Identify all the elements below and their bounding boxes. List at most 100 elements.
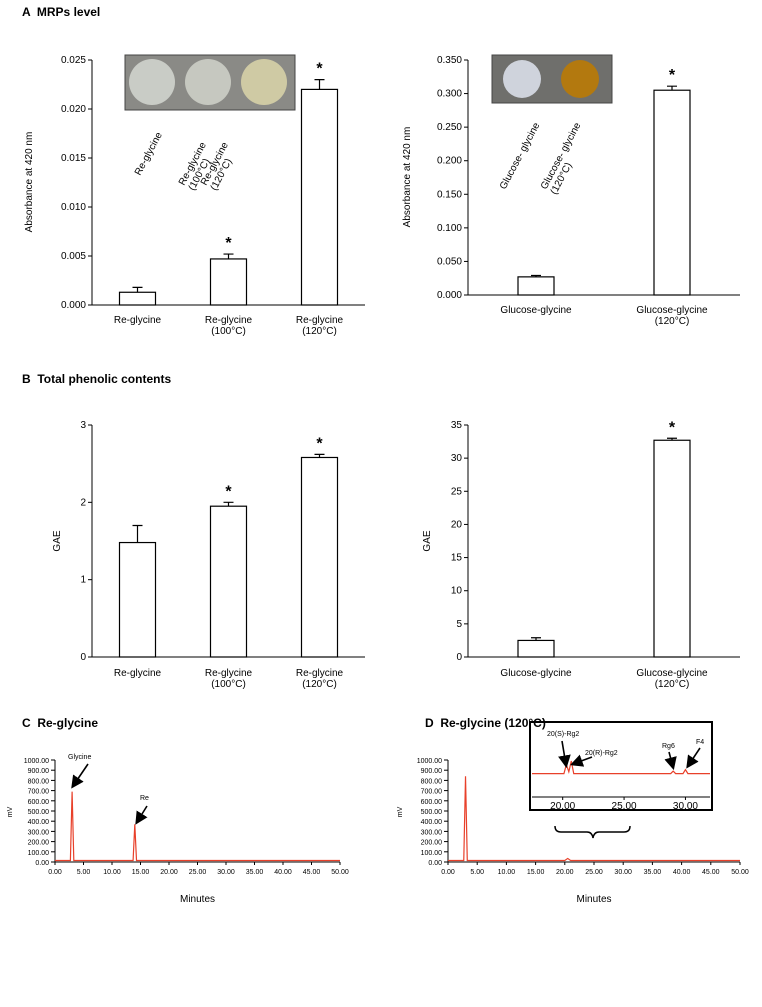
annotation: Re <box>140 795 149 802</box>
arrow <box>135 805 148 825</box>
x-tick-label: Re-glycine (100°C) <box>205 668 253 690</box>
annotation: F4 <box>696 739 704 746</box>
x-tick-label: Re-glycine <box>114 315 162 326</box>
x-tick-label: 30.00 <box>673 801 698 812</box>
x-tick-label: 25.00 <box>585 869 603 876</box>
bar <box>300 88 339 306</box>
chromatogram-line <box>55 791 340 862</box>
y-tick-label: 0.350 <box>437 55 462 66</box>
y-tick-label: 900.00 <box>421 768 443 775</box>
y-tick-label: 300.00 <box>28 829 50 836</box>
y-axis-label: GAE <box>52 530 63 551</box>
x-tick-label: 40.00 <box>274 869 292 876</box>
error-bar <box>314 79 325 90</box>
y-tick-label: 1000.00 <box>24 758 49 765</box>
y-tick-label: 0.005 <box>61 251 86 262</box>
x-tick-label: Re-glycine (100°C) <box>205 315 253 337</box>
y-tick-label: 0.015 <box>61 153 86 164</box>
y-tick-label: 0.00 <box>428 860 442 867</box>
y-axis-label: Absorbance at 420 nm <box>402 127 413 228</box>
panel-title: D Re-glycine (120°C) <box>425 716 546 730</box>
x-tick-label: 30.00 <box>217 869 235 876</box>
x-tick-label: 35.00 <box>644 869 662 876</box>
y-tick-label: 10 <box>451 586 463 597</box>
y-tick-label: 900.00 <box>28 768 50 775</box>
arrow <box>664 751 677 771</box>
axis <box>54 760 340 863</box>
x-tick-label: 15.00 <box>132 869 150 876</box>
error-bar <box>667 437 677 441</box>
x-tick-label: 20.00 <box>556 869 574 876</box>
y-tick-label: 2 <box>80 497 86 508</box>
significance-star: * <box>225 235 232 252</box>
y-axis-label: mV <box>7 806 14 817</box>
y-tick-label: 3 <box>80 420 86 431</box>
x-tick-label: 15.00 <box>527 869 545 876</box>
photo-inset <box>491 54 613 104</box>
significance-star: * <box>669 419 676 436</box>
bar <box>517 276 555 296</box>
y-tick-label: 0.150 <box>437 189 462 200</box>
y-tick-label: 0.000 <box>437 290 462 301</box>
y-tick-label: 0.250 <box>437 122 462 133</box>
panel-title: B Total phenolic contents <box>22 372 171 386</box>
y-axis-label: GAE <box>422 530 433 551</box>
annotation: 20(S)-Rg2 <box>547 731 579 738</box>
arrow <box>686 747 701 769</box>
bar <box>517 639 555 658</box>
x-tick-label: 25.00 <box>189 869 207 876</box>
bar <box>209 505 248 658</box>
y-tick-label: 100.00 <box>421 850 443 857</box>
error-bar <box>314 453 325 458</box>
error-bar <box>223 501 234 507</box>
y-axis-label: Absorbance at 420 nm <box>24 132 35 233</box>
inset-label: Glucose- glycine <box>498 121 543 192</box>
x-tick-label: 20.00 <box>160 869 178 876</box>
y-tick-label: 100.00 <box>28 850 50 857</box>
x-tick-label: Re-glycine (120°C) <box>296 668 344 690</box>
x-tick-label: 50.00 <box>331 869 349 876</box>
x-tick-label: 50.00 <box>731 869 749 876</box>
significance-star: * <box>669 67 676 84</box>
y-tick-label: 500.00 <box>28 809 50 816</box>
bar <box>118 291 157 306</box>
y-tick-label: 0 <box>456 652 462 663</box>
bar <box>118 541 157 658</box>
y-axis-label: mV <box>397 806 404 817</box>
x-tick-label: 0.00 <box>48 869 62 876</box>
x-tick-label: 10.00 <box>103 869 121 876</box>
y-tick-label: 700.00 <box>421 789 443 796</box>
error-bar <box>132 524 143 543</box>
x-tick-label: Re-glycine (120°C) <box>296 315 344 337</box>
x-tick-label: Re-glycine <box>114 668 162 679</box>
y-tick-label: 0.000 <box>61 300 86 311</box>
y-tick-label: 35 <box>451 420 463 431</box>
y-tick-label: 15 <box>451 553 463 564</box>
y-tick-label: 1000.00 <box>417 758 442 765</box>
y-tick-label: 0.00 <box>35 860 49 867</box>
y-tick-label: 0.020 <box>61 104 86 115</box>
y-tick-label: 200.00 <box>421 840 443 847</box>
arrow <box>71 763 89 789</box>
x-tick-label: Glucose-glycine <box>500 668 572 679</box>
y-tick-label: 400.00 <box>421 819 443 826</box>
bar <box>300 456 339 658</box>
inset-label: Re-glycine <box>133 130 165 177</box>
y-tick-label: 20 <box>451 519 463 530</box>
x-tick-label: Glucose-glycine <box>500 305 572 316</box>
error-bar <box>132 286 143 293</box>
y-tick-label: 400.00 <box>28 819 50 826</box>
x-tick-label: 20.00 <box>550 801 575 812</box>
axis <box>467 425 740 658</box>
y-tick-label: 300.00 <box>421 829 443 836</box>
panel-title: C Re-glycine <box>22 716 98 730</box>
annotation: 20(R)-Rg2 <box>585 750 618 757</box>
y-tick-label: 0.200 <box>437 156 462 167</box>
bar <box>209 258 248 306</box>
error-bar <box>223 253 234 259</box>
x-tick-label: Glucose-glycine (120°C) <box>636 668 708 690</box>
y-tick-label: 800.00 <box>28 778 50 785</box>
y-tick-label: 800.00 <box>421 778 443 785</box>
x-tick-label: 30.00 <box>614 869 632 876</box>
